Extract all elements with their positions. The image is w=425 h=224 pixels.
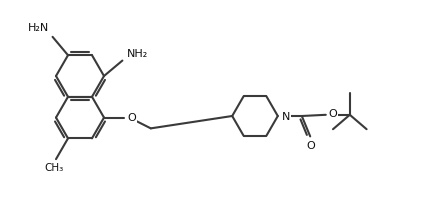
Text: O: O — [329, 109, 337, 119]
Text: N: N — [282, 112, 290, 122]
Text: O: O — [307, 141, 316, 151]
Text: H₂N: H₂N — [28, 23, 50, 33]
Text: CH₃: CH₃ — [44, 163, 64, 173]
Text: NH₂: NH₂ — [126, 49, 147, 58]
Text: O: O — [128, 113, 136, 123]
